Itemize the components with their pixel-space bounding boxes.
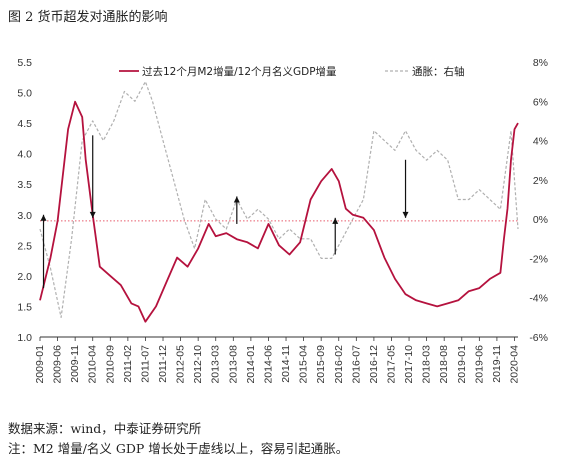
x-tick-label: 2020-04 [508, 345, 520, 384]
x-tick-label: 2018-08 [438, 345, 450, 384]
y-left-tick-label: 2.5 [17, 240, 32, 252]
y-left-tick-label: 3.0 [17, 210, 32, 222]
x-tick-label: 2014-06 [262, 345, 274, 384]
legend: 过去12个月M2增量/12个月名义GDP增量 通胀：右轴 [119, 65, 465, 78]
x-tick-label: 2012-05 [175, 345, 187, 384]
chart-axes: 1.0 1.5 2.0 2.5 3.0 3.5 4.0 4.5 5.0 5.5 -6% -4% -2% 0… [17, 57, 548, 384]
arrow-head [40, 214, 47, 221]
y-right-tick-label: 0% [533, 214, 548, 226]
arrow [40, 214, 47, 289]
arrow [332, 217, 339, 255]
x-tick-label: 2009-01 [34, 345, 46, 384]
y-right-tick-label: 2% [533, 175, 548, 187]
y-right-tick-label: 4% [533, 136, 548, 148]
x-tick-label: 2009-11 [69, 345, 81, 383]
y-right-tick-label: 6% [533, 96, 548, 108]
y-left-tick-label: 1.5 [17, 301, 32, 313]
y-left-tick-label: 2.0 [17, 271, 32, 283]
arrow-head [89, 211, 96, 218]
y-right-tick-label: -6% [529, 332, 548, 344]
x-tick-label: 2011-02 [122, 345, 134, 383]
x-tick-label: 2019-06 [473, 345, 485, 384]
x-tick-label: 2011-07 [139, 345, 151, 383]
x-tick-label: 2015-09 [315, 345, 327, 384]
source-note: 数据来源：wind，中泰证券研究所 [8, 421, 202, 436]
y-left-tick-label: 5.0 [17, 88, 32, 100]
y-left-tick-label: 4.5 [17, 118, 32, 130]
x-tick-label: 2014-01 [245, 345, 257, 384]
x-tick-label: 2014-11 [280, 345, 292, 383]
x-tick-label: 2010-09 [104, 345, 116, 384]
y-left-tick-label: 4.0 [17, 149, 32, 161]
x-tick-label: 2016-07 [350, 345, 362, 384]
arrow-head [402, 211, 409, 218]
x-tick-label: 2019-01 [456, 345, 468, 384]
x-tick-label: 2009-06 [52, 345, 64, 384]
x-tick-label: 2015-04 [298, 345, 310, 384]
x-tick-label: 2017-10 [403, 345, 415, 384]
arrow-head [233, 196, 240, 203]
y-right-tick-label: 8% [533, 57, 548, 69]
legend-label-inflation: 通胀：右轴 [412, 65, 465, 78]
inflation-series-line [39, 80, 519, 318]
y-right-tick-label: -2% [529, 253, 548, 265]
footnote: 注：M2 增量/名义 GDP 增长处于虚线以上，容易引起通胀。 [8, 441, 349, 456]
x-tick-label: 2016-02 [333, 345, 345, 384]
x-tick-label: 2017-05 [385, 345, 397, 384]
arrow [233, 196, 240, 224]
arrow-group [40, 135, 409, 289]
arrow-head [332, 217, 339, 224]
x-tick-label: 2013-03 [210, 345, 222, 384]
series-group [39, 80, 519, 323]
m2-gdp-series-line [39, 100, 519, 323]
x-tick-label: 2018-03 [421, 345, 433, 384]
y-left-tick-label: 5.5 [17, 57, 32, 69]
arrow [89, 135, 96, 218]
x-tick-label: 2010-04 [87, 345, 99, 384]
x-tick-label: 2012-10 [192, 345, 204, 384]
y-left-tick-label: 1.0 [17, 332, 32, 344]
y-right-tick-label: -4% [529, 293, 548, 305]
legend-label-m2: 过去12个月M2增量/12个月名义GDP增量 [142, 65, 337, 78]
x-tick-label: 2016-12 [368, 345, 380, 384]
x-tick-label: 2019-11 [491, 345, 503, 383]
y-left-tick-label: 3.5 [17, 179, 32, 191]
arrow [402, 159, 409, 218]
x-tick-label: 2011-12 [157, 345, 169, 383]
x-tick-label: 2013-08 [227, 345, 239, 384]
figure-title: 图 2 货币超发对通胀的影响 [8, 10, 168, 25]
